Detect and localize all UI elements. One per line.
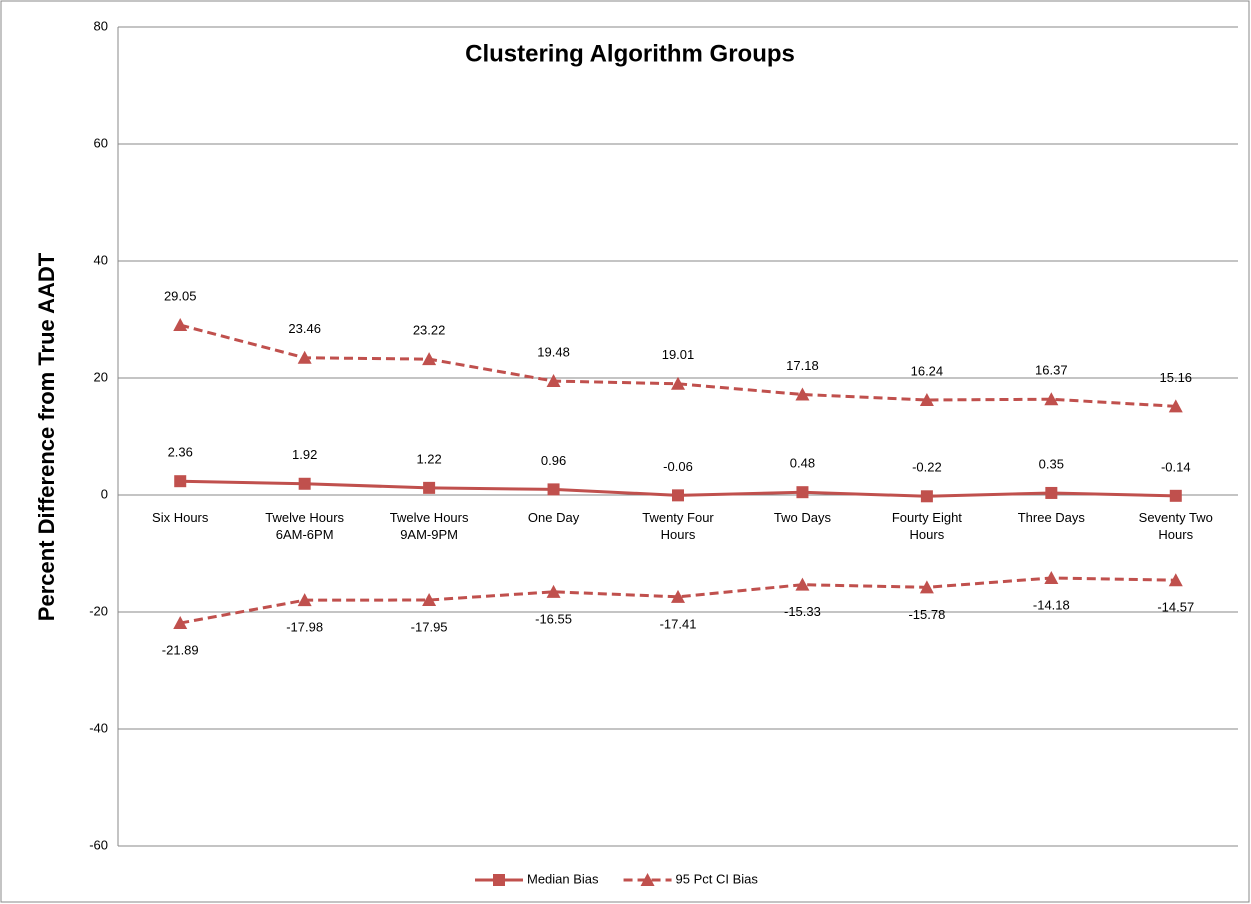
marker — [671, 589, 685, 603]
marker — [672, 489, 684, 502]
marker — [796, 486, 809, 499]
marker — [173, 616, 188, 630]
data-label: -0.22 — [912, 460, 942, 475]
marker — [547, 483, 560, 496]
x-tick-label: Twenty Four Hours — [642, 510, 714, 542]
marker — [1045, 486, 1058, 499]
y-tick-label: -40 — [89, 720, 108, 735]
marker — [920, 490, 933, 503]
data-label: 0.48 — [790, 456, 815, 471]
marker — [546, 374, 561, 388]
x-tick-label: Six Hours — [152, 510, 209, 525]
data-label: 1.92 — [292, 447, 317, 462]
marker — [297, 350, 312, 364]
marker — [423, 481, 436, 494]
data-label: 1.22 — [416, 451, 441, 466]
y-tick-label: 40 — [94, 252, 108, 267]
legend-marker — [640, 873, 655, 886]
marker — [546, 584, 561, 598]
x-tick-label: Twelve Hours 6AM-6PM — [265, 510, 345, 542]
data-label: 29.05 — [164, 288, 197, 303]
data-label: 23.22 — [413, 323, 446, 338]
data-label: -21.89 — [162, 642, 199, 657]
data-label: -0.06 — [663, 459, 693, 474]
y-tick-label: 0 — [101, 486, 108, 501]
marker — [173, 318, 188, 332]
data-label: -16.55 — [535, 611, 572, 626]
data-label: -14.57 — [1157, 600, 1194, 615]
data-label: 23.46 — [288, 321, 321, 336]
marker — [1044, 570, 1059, 584]
marker — [1168, 399, 1183, 413]
chart-title: Clustering Algorithm Groups — [465, 40, 795, 67]
data-label: 19.01 — [662, 347, 695, 362]
y-tick-label: -60 — [89, 837, 108, 852]
legend-label: 95 Pct CI Bias — [676, 871, 759, 886]
x-tick-label: Twelve Hours 9AM-9PM — [389, 510, 469, 542]
y-axis-label: Percent Difference from True AADT — [34, 252, 59, 621]
x-tick-label: Three Days — [1017, 510, 1085, 525]
data-label: 16.24 — [911, 363, 944, 378]
data-label: 15.16 — [1160, 370, 1193, 385]
marker — [422, 352, 437, 366]
data-label: -15.33 — [784, 604, 821, 619]
y-tick-label: -20 — [89, 603, 108, 618]
data-label: -0.14 — [1161, 459, 1191, 474]
marker — [919, 580, 934, 594]
x-tick-label: Fourty Eight Hours — [891, 510, 962, 542]
data-label: 19.48 — [537, 344, 570, 359]
data-label: 17.18 — [786, 358, 819, 373]
marker — [422, 593, 437, 607]
marker — [795, 577, 810, 591]
marker — [174, 475, 187, 488]
y-tick-label: 20 — [94, 369, 108, 384]
data-label: 2.36 — [168, 445, 193, 460]
marker — [795, 387, 810, 401]
data-label: -17.41 — [660, 616, 697, 631]
series-line — [179, 576, 1176, 625]
marker — [919, 392, 934, 406]
x-tick-label: Seventy Two Hours — [1138, 510, 1213, 542]
legend-label: Median Bias — [527, 871, 599, 886]
y-tick-label: 60 — [94, 135, 108, 150]
y-tick-label: 80 — [94, 18, 108, 33]
marker — [1044, 392, 1059, 406]
data-label: -15.78 — [908, 607, 945, 622]
marker — [298, 477, 311, 490]
data-label: 0.35 — [1039, 456, 1064, 471]
data-label: -14.18 — [1033, 597, 1070, 612]
data-label: 16.37 — [1035, 363, 1068, 378]
data-label: -17.95 — [411, 619, 448, 634]
series-line — [179, 323, 1176, 408]
x-tick-label: One Day — [527, 510, 580, 525]
marker — [671, 376, 685, 390]
data-label: 0.96 — [541, 453, 566, 468]
marker — [297, 593, 312, 607]
legend-marker — [493, 874, 505, 886]
marker — [1169, 489, 1182, 502]
data-label: -17.98 — [286, 620, 323, 635]
x-tick-label: Two Days — [773, 510, 831, 525]
marker — [1168, 573, 1183, 587]
